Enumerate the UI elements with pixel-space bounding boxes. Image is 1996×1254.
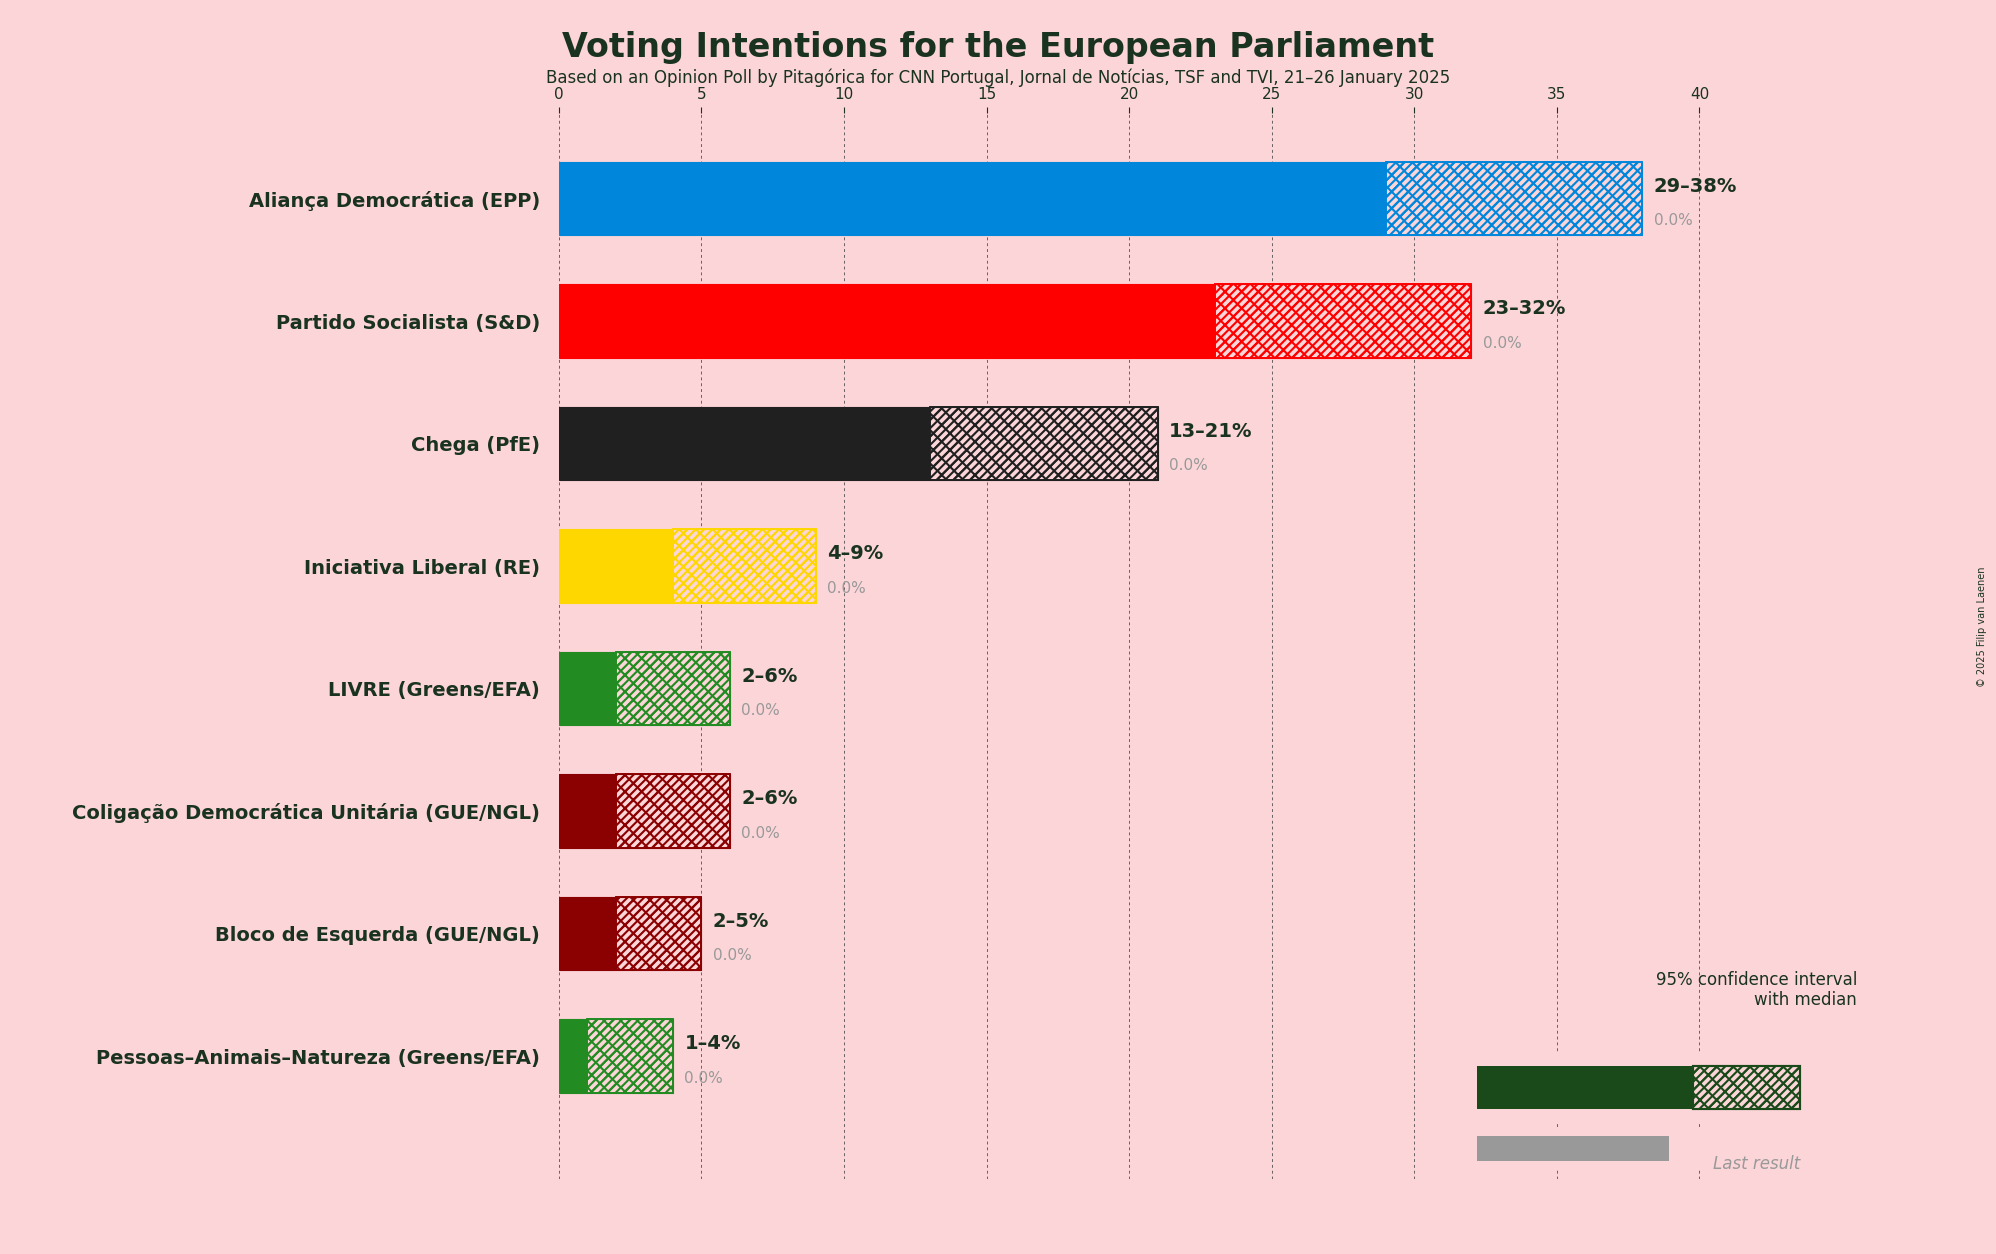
- Text: 13–21%: 13–21%: [1170, 421, 1253, 441]
- Bar: [559, 285, 1216, 357]
- Text: Last result: Last result: [1713, 1155, 1800, 1172]
- Text: 0.0%: 0.0%: [1655, 213, 1693, 228]
- Text: 0.0%: 0.0%: [713, 948, 752, 963]
- Bar: [587, 1020, 673, 1093]
- Bar: [617, 652, 731, 726]
- Bar: [559, 775, 617, 848]
- Bar: [617, 775, 731, 848]
- Bar: [587, 1020, 673, 1093]
- Text: © 2025 Filip van Laenen: © 2025 Filip van Laenen: [1976, 567, 1988, 687]
- Text: 2–5%: 2–5%: [713, 912, 768, 930]
- Text: Based on an Opinion Poll by Pitagórica for CNN Portugal, Jornal de Notícias, TSF: Based on an Opinion Poll by Pitagórica f…: [545, 69, 1451, 88]
- Bar: [559, 897, 617, 971]
- Bar: [1385, 162, 1643, 236]
- Bar: [1693, 1066, 1800, 1110]
- Text: 4–9%: 4–9%: [826, 544, 882, 563]
- Bar: [559, 652, 617, 726]
- Text: 1–4%: 1–4%: [685, 1035, 741, 1053]
- Bar: [1216, 285, 1471, 357]
- Text: Voting Intentions for the European Parliament: Voting Intentions for the European Parli…: [563, 31, 1433, 64]
- Bar: [1477, 1066, 1693, 1110]
- Bar: [559, 162, 1385, 236]
- Text: 0.0%: 0.0%: [685, 1071, 723, 1086]
- Bar: [617, 897, 701, 971]
- Bar: [930, 406, 1158, 480]
- Bar: [559, 529, 673, 603]
- Text: 2–6%: 2–6%: [741, 790, 798, 809]
- Text: 29–38%: 29–38%: [1655, 177, 1737, 196]
- Text: 23–32%: 23–32%: [1483, 300, 1567, 319]
- Text: 0.0%: 0.0%: [826, 581, 866, 596]
- Bar: [1385, 162, 1643, 236]
- Text: 0.0%: 0.0%: [1170, 458, 1208, 473]
- Bar: [559, 1020, 587, 1093]
- Bar: [673, 529, 816, 603]
- Bar: [1693, 1066, 1800, 1110]
- Bar: [617, 652, 731, 726]
- Text: 0.0%: 0.0%: [741, 826, 780, 840]
- Text: 0.0%: 0.0%: [1483, 336, 1521, 351]
- Bar: [1216, 285, 1471, 357]
- Text: 95% confidence interval
with median: 95% confidence interval with median: [1657, 971, 1856, 1009]
- Bar: [617, 897, 701, 971]
- Bar: [1477, 1136, 1669, 1161]
- Bar: [673, 529, 816, 603]
- Text: 0.0%: 0.0%: [741, 703, 780, 719]
- Bar: [930, 406, 1158, 480]
- Text: 2–6%: 2–6%: [741, 667, 798, 686]
- Bar: [559, 406, 930, 480]
- Bar: [617, 775, 731, 848]
